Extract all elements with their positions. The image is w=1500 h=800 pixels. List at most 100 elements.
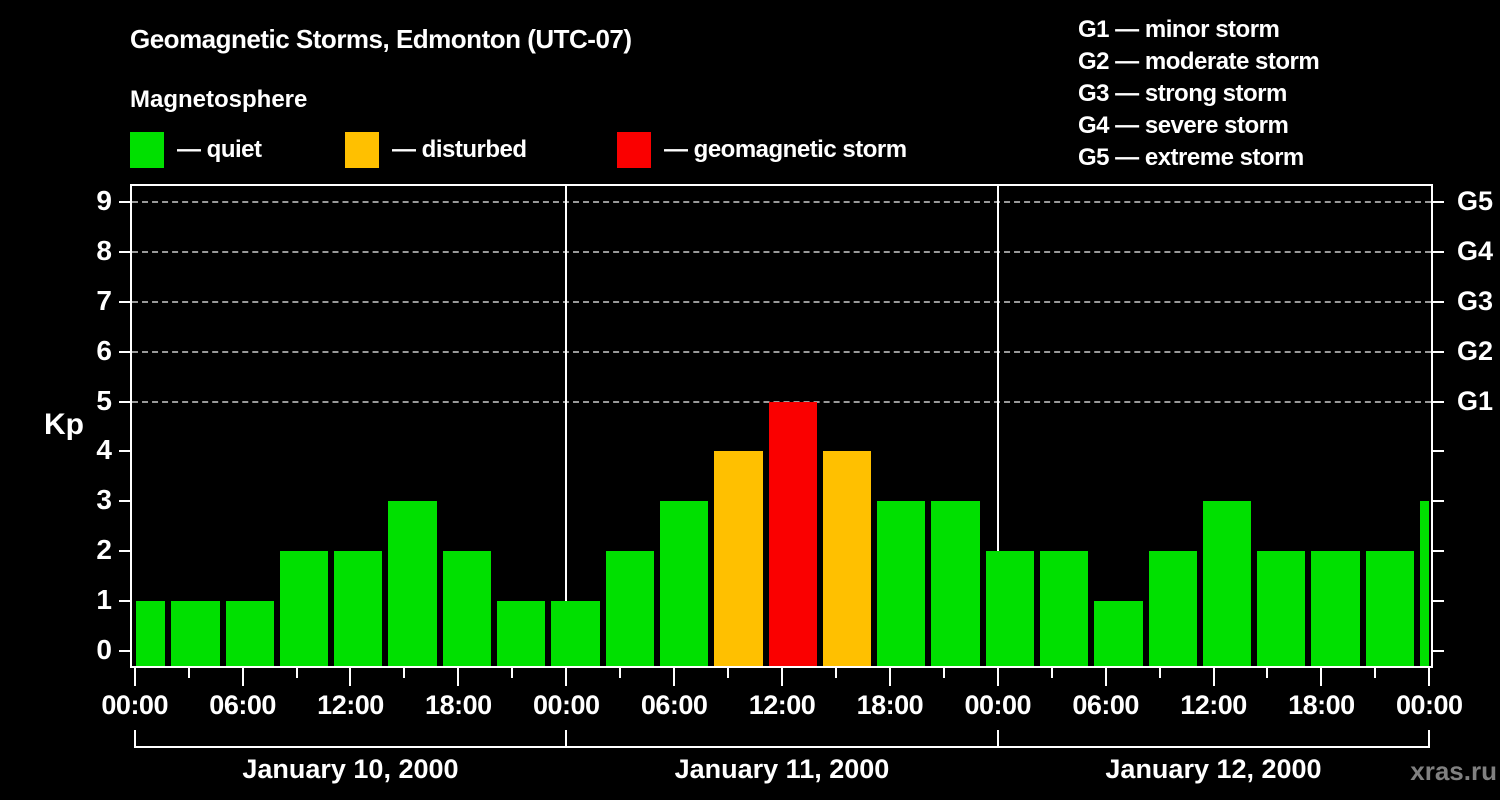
x-tick-minor: [619, 668, 622, 678]
y-tick-label: 0: [96, 634, 112, 665]
y-tick-label: 3: [96, 484, 112, 516]
x-tick-label: 00:00: [532, 690, 600, 720]
y-tick-right: [1433, 500, 1444, 503]
date-label: January 10, 2000: [242, 754, 459, 784]
x-tick-label: 06:00: [209, 690, 276, 720]
kp-bar: [1365, 551, 1414, 666]
kp-bar: [714, 451, 763, 666]
y-tick-right: [1433, 600, 1444, 603]
x-tick-label: 12:00: [1180, 690, 1247, 720]
x-tick-label: 18:00: [856, 690, 924, 720]
y-tick-label: 1: [96, 584, 112, 616]
y-tick-left: [119, 650, 130, 652]
kp-bar: [442, 551, 492, 666]
date-bracket-tick: [1428, 730, 1431, 746]
kp-bar: [279, 551, 329, 666]
kp-bar: [822, 451, 872, 666]
kp-bar: [985, 551, 1034, 666]
kp-bar: [171, 601, 220, 666]
x-tick-minor: [1158, 668, 1161, 678]
x-tick-major: [1212, 668, 1215, 686]
x-tick-major: [1428, 668, 1431, 686]
y-tick-left: [119, 450, 130, 453]
g-axis-label-g3: G3: [1457, 285, 1494, 316]
y-tick-label: 6: [96, 334, 112, 366]
x-tick-minor: [403, 668, 406, 678]
storm-swatch: [617, 132, 651, 168]
legend-item-storm: — geomagnetic storm: [617, 132, 907, 168]
x-tick-minor: [942, 668, 945, 678]
kp-bar: [877, 501, 926, 666]
x-tick-minor: [1050, 668, 1053, 678]
kp-bar: [334, 551, 383, 666]
x-tick-minor: [834, 668, 837, 678]
y-tick-left: [119, 200, 130, 203]
date-bracket-tick: [996, 730, 999, 746]
date-bracket-tick: [133, 730, 136, 746]
date-label: January 12, 2000: [1105, 754, 1322, 784]
x-tick-major: [1104, 668, 1107, 686]
x-tick-label: 00:00: [964, 690, 1032, 720]
x-tick-major: [1320, 668, 1323, 686]
x-tick-major: [780, 668, 783, 686]
y-tick-left: [119, 250, 130, 253]
kp-bar: [1202, 501, 1252, 666]
y-tick-right: [1433, 300, 1444, 303]
kp-bar: [551, 601, 600, 666]
g-axis-label-g4: G4: [1457, 235, 1494, 266]
day-separator: [996, 186, 999, 666]
y-tick-left: [119, 600, 130, 603]
x-tick-label: 06:00: [1072, 690, 1139, 720]
x-tick-minor: [727, 668, 730, 678]
x-tick-label: 12:00: [748, 690, 816, 720]
y-tick-left: [119, 350, 130, 353]
g5-legend-line: G5 — extreme storm: [1078, 144, 1304, 171]
x-tick-major: [133, 668, 136, 686]
kp-bar: [388, 501, 437, 666]
y-tick-right: [1433, 250, 1444, 253]
x-tick-minor: [1266, 668, 1269, 678]
x-tick-major: [673, 668, 676, 686]
day-separator: [565, 186, 568, 666]
x-tick-label: 12:00: [317, 690, 384, 720]
x-tick-major: [565, 668, 568, 686]
g-scale-legend: G1 — minor storm G2 — moderate storm G3 …: [1078, 14, 1320, 174]
kp-bar: [768, 401, 817, 666]
x-tick-label: 18:00: [1288, 690, 1355, 720]
legend-label-quiet: — quiet: [177, 136, 262, 163]
x-tick-minor: [511, 668, 514, 678]
plot-frame: [130, 184, 1433, 668]
legend-item-quiet: — quiet: [130, 132, 262, 168]
gridline-kp7: [132, 300, 1431, 303]
y-tick-left: [119, 550, 130, 553]
g3-legend-line: G3 — strong storm: [1078, 80, 1287, 107]
y-axis-title: Kp: [44, 408, 84, 442]
legend-label-storm: — geomagnetic storm: [664, 136, 907, 163]
kp-bar: [136, 601, 166, 666]
y-tick-label: 5: [96, 384, 112, 416]
gridline-kp9: [132, 200, 1431, 203]
y-tick-label: 9: [96, 184, 112, 216]
y-tick-label: 8: [96, 234, 112, 266]
kp-bar: [1148, 551, 1197, 666]
x-tick-label: 06:00: [640, 690, 708, 720]
g-axis-label-g5: G5: [1457, 185, 1494, 216]
y-tick-left: [119, 300, 130, 303]
y-tick-right: [1433, 400, 1444, 403]
g1-legend-line: G1 — minor storm: [1078, 16, 1280, 43]
x-tick-minor: [295, 668, 298, 678]
legend-label-disturbed: — disturbed: [392, 136, 527, 163]
date-bracket-line: [133, 746, 1431, 748]
kp-bar: [931, 501, 980, 666]
y-tick-right: [1433, 350, 1444, 353]
chart-title: Geomagnetic Storms, Edmonton (UTC-07): [130, 24, 632, 54]
kp-bar: [1311, 551, 1360, 666]
g2-legend-line: G2 — moderate storm: [1078, 48, 1320, 75]
y-tick-right: [1433, 200, 1444, 203]
disturbed-swatch: [345, 132, 379, 168]
y-tick-left: [119, 400, 130, 403]
gridline-kp6: [132, 350, 1431, 353]
g4-legend-line: G4 — severe storm: [1078, 112, 1289, 139]
